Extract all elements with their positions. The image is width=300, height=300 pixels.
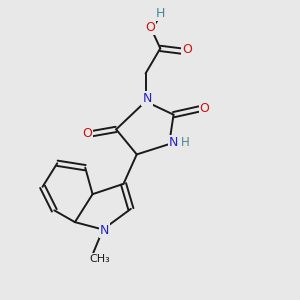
Text: O: O	[182, 44, 192, 56]
Text: O: O	[145, 21, 155, 34]
Text: O: O	[200, 102, 209, 115]
Text: N: N	[169, 136, 178, 149]
Text: H: H	[156, 7, 165, 20]
Text: CH₃: CH₃	[90, 254, 110, 264]
Text: N: N	[142, 92, 152, 105]
Text: H: H	[181, 136, 190, 149]
Text: N: N	[100, 224, 109, 238]
Text: O: O	[82, 127, 92, 140]
